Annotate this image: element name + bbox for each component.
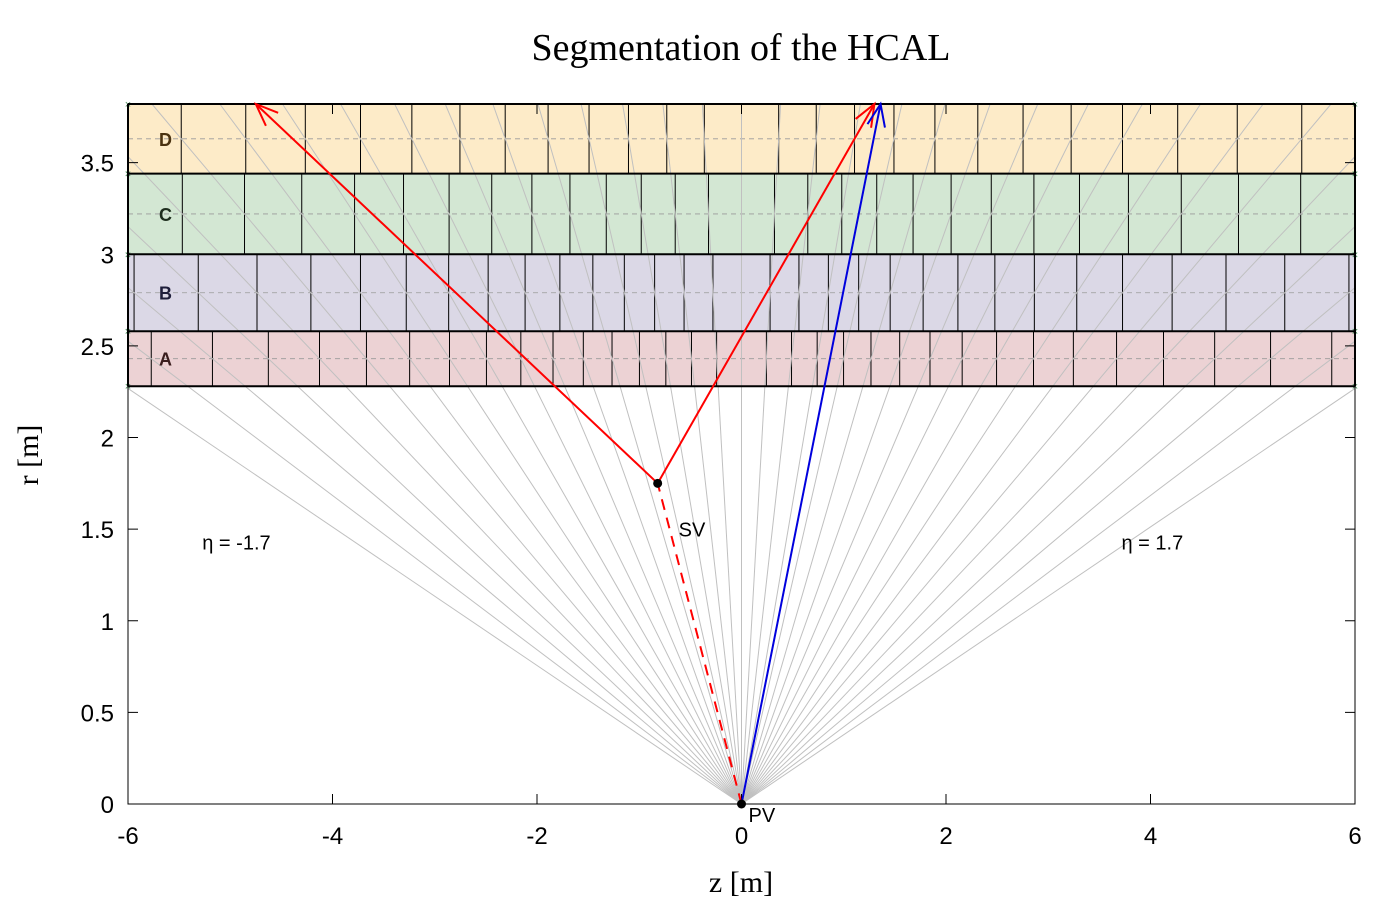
- eta-line: [537, 103, 742, 805]
- eta-line: [741, 103, 1332, 805]
- secondary-track: [656, 103, 876, 484]
- eta-line: [741, 103, 946, 805]
- eta-line: [127, 287, 742, 805]
- eta-line: [622, 103, 742, 805]
- secondary-track: [255, 103, 659, 485]
- x-tick-label: 6: [1348, 823, 1361, 850]
- eta-line: [741, 103, 903, 805]
- x-tick-label: 2: [939, 823, 952, 850]
- vertices: PV SV: [653, 478, 776, 827]
- particle-tracks: [253, 101, 886, 805]
- eta-line: [741, 226, 1356, 805]
- x-tick-label: -4: [322, 823, 343, 850]
- pv-vertex-marker: [737, 799, 746, 809]
- eta-line: [444, 103, 742, 805]
- eta-line: [127, 156, 742, 805]
- eta-line: [741, 103, 991, 805]
- eta-line: [701, 103, 742, 805]
- secondary-track: [656, 483, 743, 805]
- y-tick-label: 3.5: [81, 151, 114, 178]
- pv-label: PV: [749, 805, 776, 827]
- eta-line: [127, 226, 742, 805]
- eta-line: [741, 103, 782, 805]
- eta-line: [662, 103, 742, 805]
- eta-line: [741, 103, 861, 805]
- x-tick-label: -6: [117, 823, 138, 850]
- track-arrowhead: [866, 101, 886, 128]
- eta-line: [741, 103, 1201, 805]
- eta-annotation: η = -1.7: [202, 532, 270, 554]
- eta-line: [741, 156, 1356, 805]
- eta-line: [127, 340, 742, 805]
- y-tick-label: 0.5: [81, 700, 114, 727]
- track-arrowhead: [253, 102, 279, 127]
- y-tick-label: 1: [101, 609, 114, 636]
- eta-line: [741, 340, 1356, 805]
- sv-label: SV: [679, 519, 706, 541]
- layer-c-label: C: [159, 205, 172, 225]
- chart-title: Segmentation of the HCAL: [532, 27, 951, 69]
- layer-a-label: A: [159, 350, 172, 370]
- sv-vertex-marker: [653, 478, 663, 488]
- primary-track: [740, 103, 882, 805]
- layer-d-label: D: [159, 130, 172, 150]
- x-tick-label: 0: [735, 823, 748, 850]
- y-axis-label: r [m]: [12, 425, 45, 486]
- y-tick-label: 3: [101, 242, 114, 269]
- y-tick-label: 1.5: [81, 517, 114, 544]
- eta-line: [741, 103, 1039, 805]
- y-tick-label: 2: [101, 426, 114, 453]
- track-arrowhead: [855, 101, 876, 128]
- eta-line: [741, 103, 1143, 805]
- eta-line: [340, 103, 742, 805]
- y-tick-label: 0: [101, 792, 114, 819]
- eta-line: [741, 103, 1264, 805]
- x-axis-label: z [m]: [709, 866, 773, 899]
- eta-annotation: η = 1.7: [1121, 532, 1183, 554]
- eta-line: [219, 103, 742, 805]
- layer-b-label: B: [159, 284, 172, 304]
- eta-line: [580, 103, 742, 805]
- eta-line: [741, 388, 1356, 805]
- x-tick-label: 4: [1144, 823, 1157, 850]
- x-tick-label: -2: [526, 823, 547, 850]
- eta-line: [127, 388, 742, 805]
- eta-line: [394, 103, 742, 805]
- y-tick-label: 2.5: [81, 334, 114, 361]
- eta-line: [492, 103, 742, 805]
- eta-lines: [127, 103, 1356, 805]
- eta-line: [741, 287, 1356, 805]
- diagram-labels: A B C Dη = -1.7 η = 1.7: [159, 130, 1183, 554]
- eta-line: [151, 103, 742, 805]
- eta-line: [741, 103, 1089, 805]
- eta-line: [282, 103, 742, 805]
